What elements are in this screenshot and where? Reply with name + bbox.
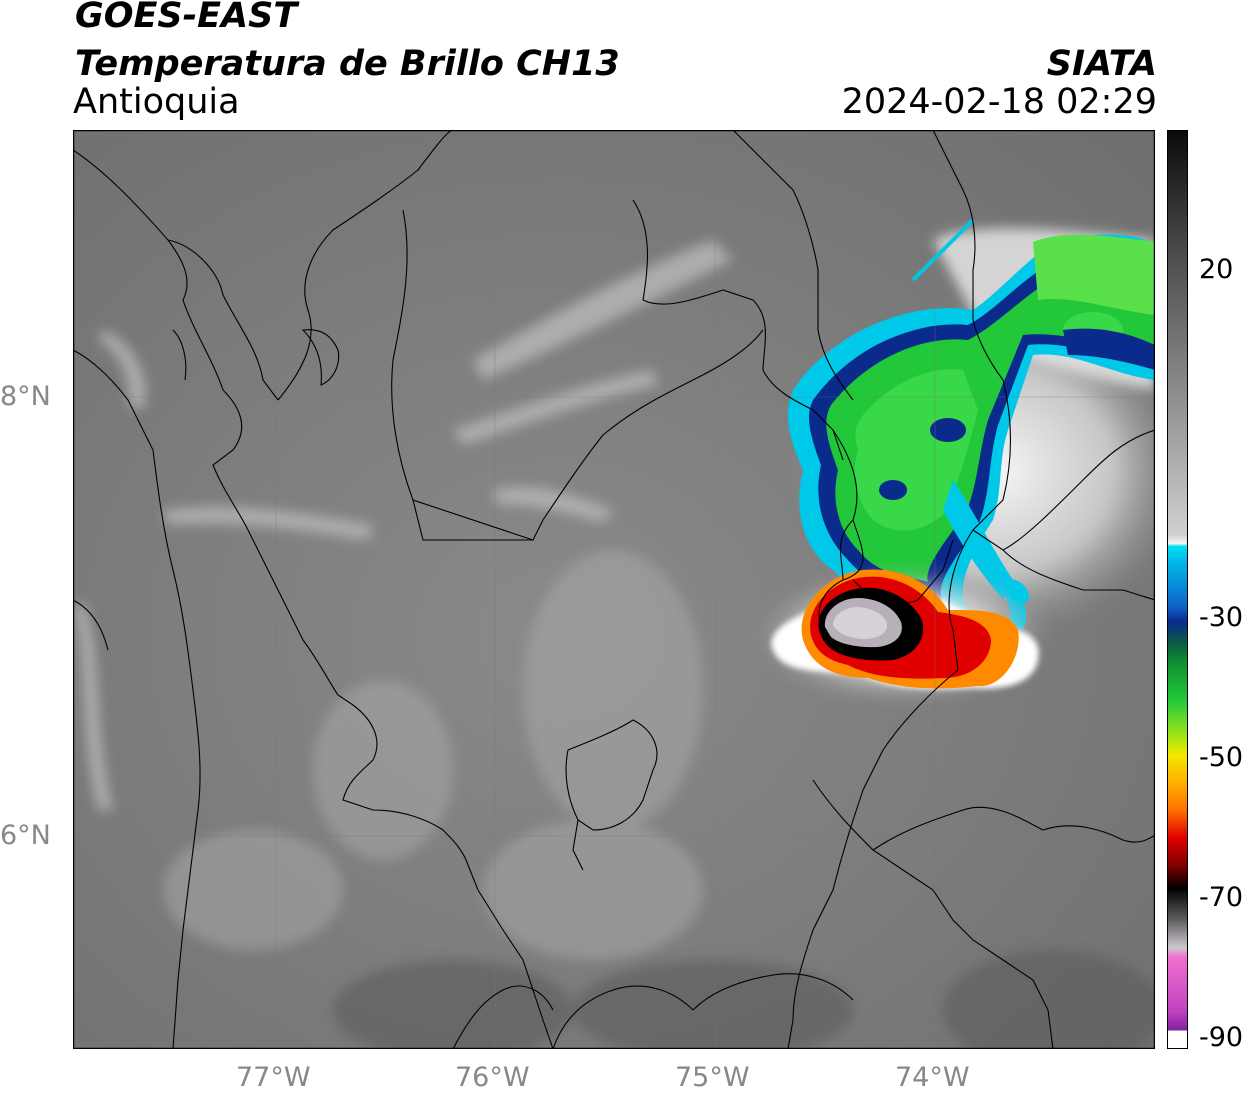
agency-label: SIATA bbox=[1046, 44, 1157, 84]
colorbar bbox=[1167, 130, 1188, 1049]
colorbar-label-minus30: -30 bbox=[1199, 602, 1244, 633]
satellite-map bbox=[73, 130, 1155, 1049]
region-label: Antioquia bbox=[73, 82, 240, 122]
lon-label-74w: 74°W bbox=[895, 1062, 970, 1093]
satellite-title: GOES-EAST bbox=[75, 0, 298, 36]
storm-complex-northeast bbox=[787, 218, 1155, 640]
lon-label-75w: 75°W bbox=[675, 1062, 750, 1093]
datetime-label: 2024-02-18 02:29 bbox=[841, 82, 1157, 122]
lat-label-8n: 8°N bbox=[0, 381, 51, 412]
product-title: Temperatura de Brillo CH13 bbox=[75, 44, 620, 84]
map-frame bbox=[73, 130, 1155, 1049]
dark-land-patches bbox=[333, 950, 1155, 1049]
colorbar-label-minus50: -50 bbox=[1199, 742, 1244, 773]
lon-label-76w: 76°W bbox=[455, 1062, 530, 1093]
boundaries bbox=[73, 130, 1155, 1049]
colorbar-frame bbox=[1167, 130, 1188, 1049]
lat-label-6n: 6°N bbox=[0, 820, 51, 851]
light-land-patches bbox=[163, 550, 703, 960]
colorbar-label-20: 20 bbox=[1199, 254, 1234, 285]
cloud-streaks bbox=[73, 240, 733, 810]
colorbar-label-minus70: -70 bbox=[1199, 882, 1244, 913]
lon-label-77w: 77°W bbox=[236, 1062, 311, 1093]
colorbar-gradient bbox=[1167, 130, 1188, 1049]
colorbar-label-minus90: -90 bbox=[1199, 1022, 1244, 1053]
convective-cell bbox=[753, 565, 1053, 705]
graticule bbox=[73, 130, 1155, 1049]
